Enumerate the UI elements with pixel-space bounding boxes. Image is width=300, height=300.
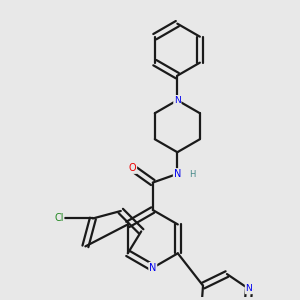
Text: N: N [246, 284, 252, 293]
Text: H: H [190, 170, 196, 179]
Text: N: N [174, 169, 181, 179]
Text: N: N [149, 263, 157, 273]
Text: Cl: Cl [54, 214, 64, 224]
Text: N: N [174, 96, 181, 105]
Text: O: O [129, 163, 136, 173]
